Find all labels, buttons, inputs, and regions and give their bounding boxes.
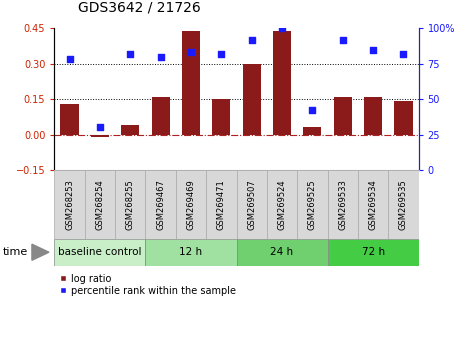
Bar <box>327 170 358 239</box>
Point <box>126 51 134 57</box>
Bar <box>394 102 412 135</box>
Bar <box>151 97 170 135</box>
Polygon shape <box>32 244 49 260</box>
Bar <box>364 97 382 135</box>
Text: GSM269469: GSM269469 <box>186 179 195 230</box>
Bar <box>85 170 115 239</box>
Bar <box>267 170 297 239</box>
Legend: log ratio, percentile rank within the sample: log ratio, percentile rank within the sa… <box>59 274 236 296</box>
Point <box>66 57 73 62</box>
Text: GSM269535: GSM269535 <box>399 179 408 230</box>
Text: 24 h: 24 h <box>271 247 294 257</box>
Bar <box>61 104 79 135</box>
Point <box>157 54 165 59</box>
Bar <box>121 125 140 135</box>
Text: GSM268254: GSM268254 <box>96 179 105 230</box>
Text: GSM269534: GSM269534 <box>368 179 377 230</box>
Text: GSM269525: GSM269525 <box>308 179 317 230</box>
Bar <box>206 170 236 239</box>
Text: 12 h: 12 h <box>179 247 202 257</box>
Point <box>96 125 104 130</box>
Bar <box>145 239 236 266</box>
Point <box>339 37 347 42</box>
Text: GSM269467: GSM269467 <box>156 179 165 230</box>
Point <box>218 51 225 57</box>
Point <box>278 25 286 31</box>
Bar <box>327 239 419 266</box>
Bar <box>236 170 267 239</box>
Bar <box>54 239 146 266</box>
Point <box>187 50 195 55</box>
Text: baseline control: baseline control <box>58 247 142 257</box>
Bar <box>176 170 206 239</box>
Text: GSM269524: GSM269524 <box>278 179 287 230</box>
Bar <box>91 135 109 137</box>
Bar <box>297 170 327 239</box>
Point <box>308 108 316 113</box>
Bar <box>243 64 261 135</box>
Point <box>400 51 407 57</box>
Text: GDS3642 / 21726: GDS3642 / 21726 <box>78 0 201 14</box>
Bar <box>388 170 419 239</box>
Point <box>248 37 255 42</box>
Bar <box>115 170 146 239</box>
Text: 72 h: 72 h <box>361 247 385 257</box>
Bar <box>54 170 85 239</box>
Bar <box>273 31 291 135</box>
Bar <box>303 127 322 135</box>
Bar <box>212 99 230 135</box>
Text: GSM269507: GSM269507 <box>247 179 256 230</box>
Bar <box>145 170 176 239</box>
Text: time: time <box>2 247 27 257</box>
Text: GSM268253: GSM268253 <box>65 179 74 230</box>
Point <box>369 47 377 52</box>
Bar <box>333 97 352 135</box>
Bar <box>236 239 327 266</box>
Bar <box>358 170 388 239</box>
Bar <box>182 31 200 135</box>
Text: GSM268255: GSM268255 <box>126 179 135 230</box>
Text: GSM269533: GSM269533 <box>338 179 347 230</box>
Text: GSM269471: GSM269471 <box>217 179 226 230</box>
